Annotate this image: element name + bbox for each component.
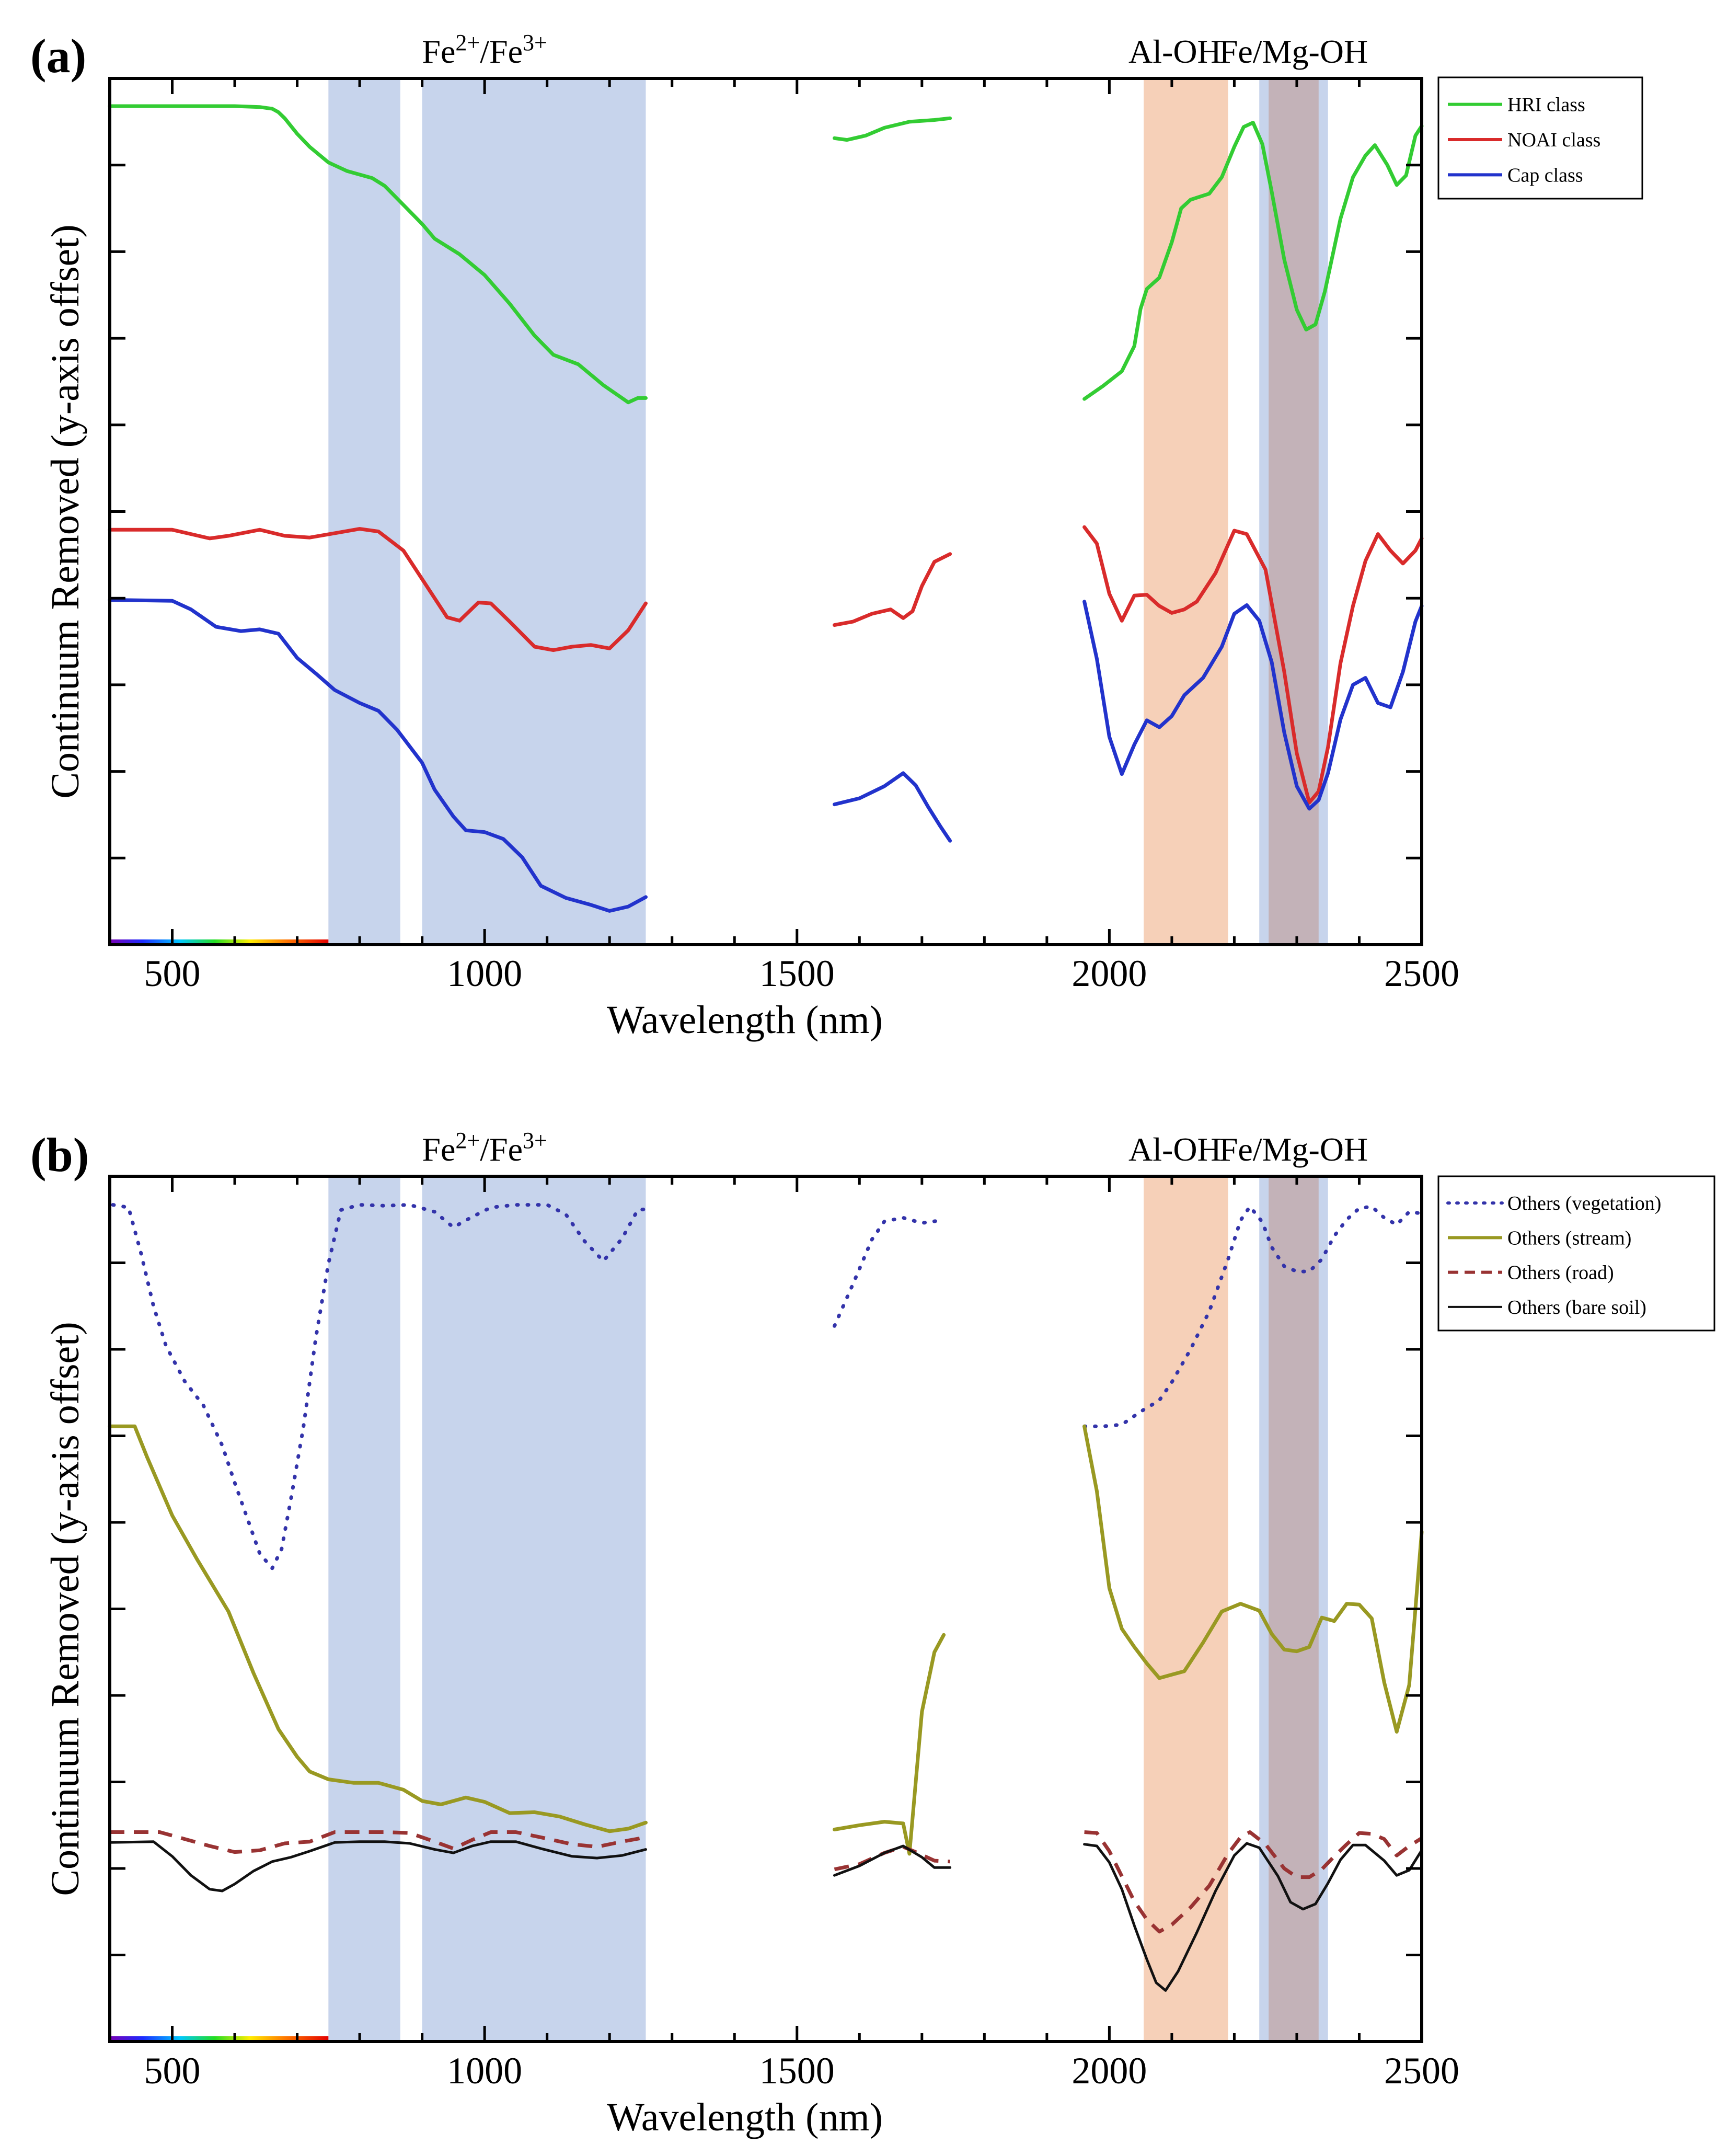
shaded-band <box>422 1176 646 2042</box>
legend: HRI class NOAI class Cap class <box>1437 76 1643 200</box>
band-annotation-part: 2+ <box>455 1128 480 1153</box>
x-tick-label: 1500 <box>759 953 835 994</box>
series-line-cap-class <box>108 598 648 913</box>
y-axis-title: Continuum Removed (y-axis offset) <box>43 1322 87 1896</box>
x-tick-label: 1000 <box>447 953 522 994</box>
series-line-hri-class <box>108 104 648 405</box>
series-line-others-stream <box>108 1424 648 1833</box>
x-tick-label: 500 <box>144 953 201 994</box>
legend-entry: Others (bare soil) <box>1507 1297 1646 1318</box>
series-line-noai-class <box>833 552 952 627</box>
legend: Others (vegetation) Others (stream) Others… <box>1437 1175 1715 1332</box>
legend-entry: HRI class <box>1507 94 1585 116</box>
band-annotation-part: 2+ <box>455 30 480 55</box>
series-line-others-bare-soil <box>1083 1842 1423 1992</box>
series-line-cap-class <box>1082 600 1424 811</box>
series-line-others-vegetation <box>833 1215 943 1328</box>
x-tick-label: 1000 <box>447 2050 522 2092</box>
legend-entry: Others (stream) <box>1507 1227 1631 1249</box>
band-annotation-fe: Fe2+/Fe3+ <box>422 30 547 71</box>
shaded-band <box>1269 1176 1319 2042</box>
legend-entry: Others (road) <box>1507 1262 1614 1284</box>
band-annotation-part: Fe <box>422 33 455 70</box>
x-tick-label: 2000 <box>1072 2050 1147 2092</box>
shaded-band <box>422 78 646 945</box>
series-line-others-bare-soil <box>833 1844 952 1877</box>
x-axis-title: Wavelength (nm) <box>607 2095 883 2139</box>
series-line-others-stream <box>833 1633 946 1856</box>
band-annotation: Fe/Mg-OH <box>1219 1131 1368 1168</box>
band-annotation: Fe/Mg-OH <box>1219 33 1368 70</box>
x-tick-label: 2000 <box>1072 953 1147 994</box>
series-line-others-road <box>110 1830 647 1854</box>
band-annotation: Al-OH <box>1128 1131 1222 1168</box>
series-line-others-stream <box>1082 1424 1424 1734</box>
series-line-hri-class <box>833 116 952 142</box>
band-annotation: Al-OH <box>1128 33 1222 70</box>
band-annotation-fe: Fe2+/Fe3+ <box>422 1128 547 1168</box>
series-line-noai-class <box>1082 525 1424 805</box>
band-annotation-part: Fe <box>422 1131 455 1168</box>
x-axis-title: Wavelength (nm) <box>607 998 883 1042</box>
legend-entry: Others (vegetation) <box>1507 1192 1661 1214</box>
shaded-band <box>328 78 400 945</box>
series-line-hri-class <box>1082 121 1424 401</box>
band-annotation-part: 3+ <box>523 30 547 55</box>
series-line-others-road <box>1084 1830 1423 1934</box>
panel-a: 500 1000 1500 2000 2500 Wavelength (nm) Contin… <box>30 29 1643 1042</box>
legend-entry: NOAI class <box>1507 129 1600 151</box>
x-tick-label: 2500 <box>1384 2050 1459 2092</box>
x-tick-label: 1500 <box>759 2050 835 2092</box>
series-line-others-vegetation <box>1082 1205 1424 1428</box>
series-line-others-bare-soil <box>108 1840 647 1893</box>
legend-entry: Cap class <box>1507 164 1583 186</box>
shaded-band <box>1144 1176 1228 2042</box>
x-tick-label: 500 <box>144 2050 201 2092</box>
band-annotation-part: 3+ <box>523 1128 547 1153</box>
shaded-band <box>1144 78 1228 945</box>
series-line-noai-class <box>108 527 648 652</box>
band-annotation-part: /Fe <box>480 1131 523 1168</box>
x-tick-label: 2500 <box>1384 953 1459 994</box>
band-annotation-part: /Fe <box>480 33 523 70</box>
shaded-band <box>328 1176 400 2042</box>
panel-label: (a) <box>30 29 86 83</box>
series-line-cap-class <box>833 771 952 843</box>
panel-b: 500 1000 1500 2000 2500 Wavelength (nm) Contin… <box>30 1128 1715 2139</box>
y-axis-title: Continuum Removed (y-axis offset) <box>43 224 87 798</box>
series-line-others-vegetation <box>111 1203 648 1570</box>
panel-label: (b) <box>30 1128 89 1182</box>
